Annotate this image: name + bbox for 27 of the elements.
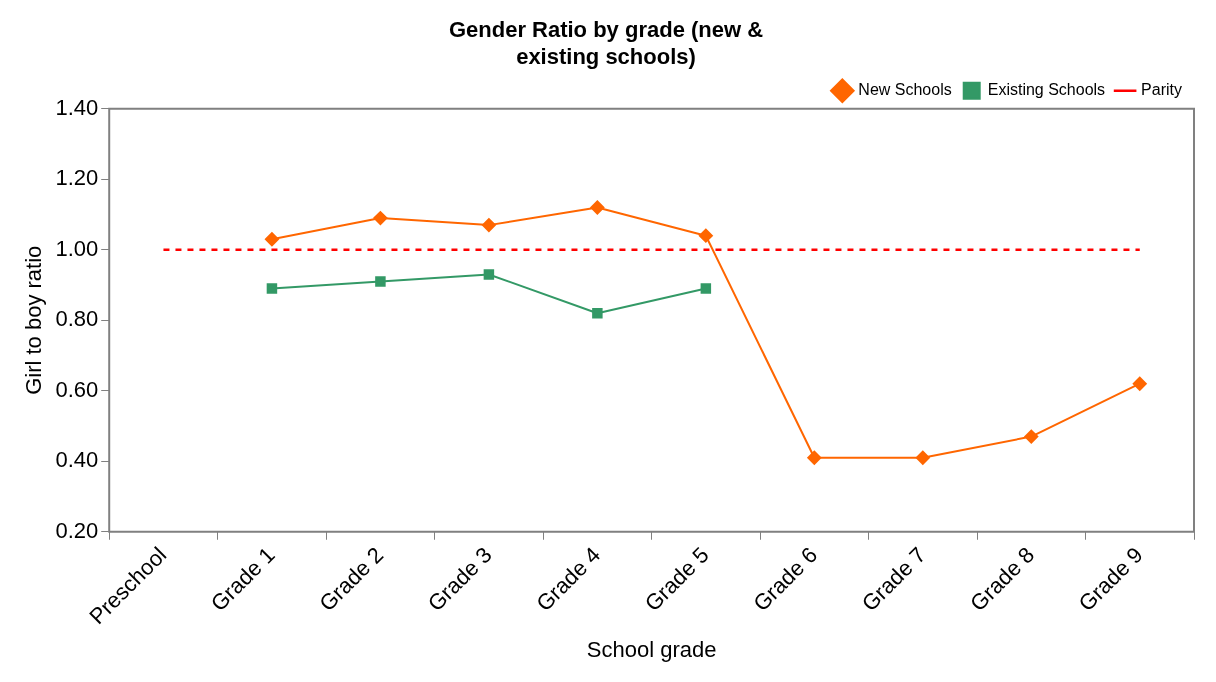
legend-label: New Schools	[858, 81, 952, 99]
point	[590, 200, 605, 215]
point	[700, 283, 712, 294]
point	[807, 450, 822, 465]
y-tick-label: 0.40	[55, 447, 99, 473]
point	[373, 211, 388, 226]
point	[266, 283, 278, 294]
y-tick-label: 0.80	[55, 306, 99, 332]
y-tick-label: 0.60	[55, 376, 99, 402]
point	[1024, 429, 1039, 444]
chart-title: Gender Ratio by grade (new & existing schools)	[448, 17, 764, 69]
y-tick-label: 1.40	[55, 94, 99, 120]
x-axis-title: School grade	[586, 636, 717, 662]
y-tick-label: 1.00	[55, 235, 99, 261]
point	[375, 276, 386, 287]
legend-label: Parity	[1141, 81, 1183, 99]
point	[915, 450, 930, 465]
point	[592, 307, 603, 319]
y-axis-title: Girl to boy ratio	[21, 245, 47, 395]
y-tick-label: 1.20	[55, 165, 99, 191]
y-tick-label: 0.20	[55, 517, 99, 543]
point	[264, 232, 279, 247]
point	[483, 269, 495, 280]
point	[481, 218, 496, 233]
point	[1132, 376, 1147, 391]
point	[698, 228, 713, 243]
legend-label: Existing Schools	[987, 81, 1106, 99]
